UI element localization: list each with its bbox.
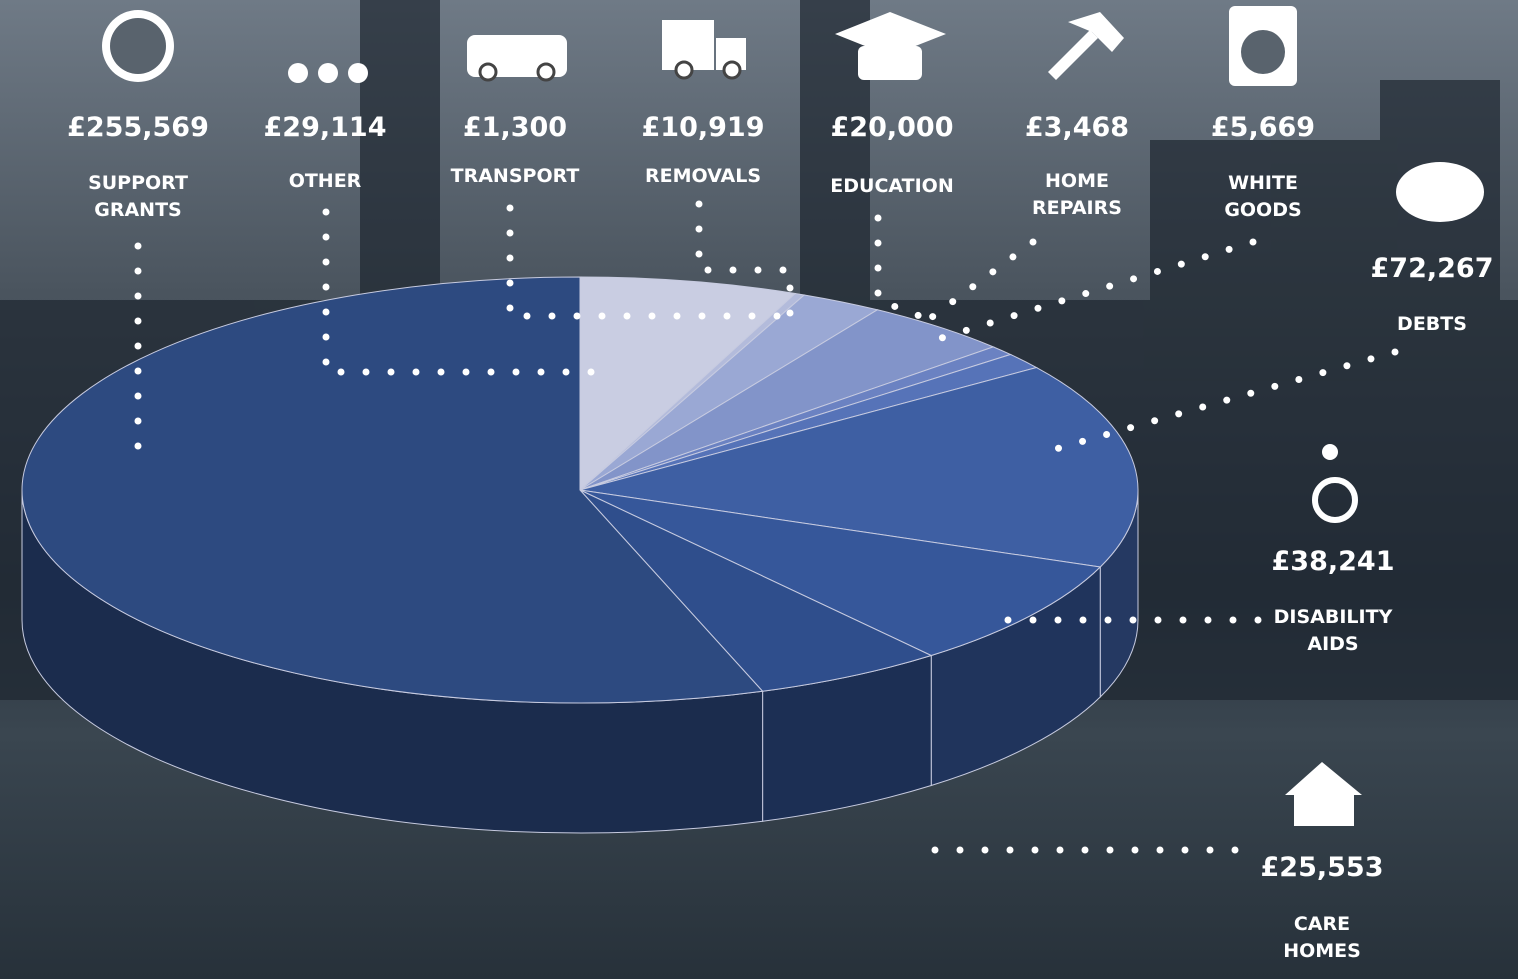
category-label: TRANSPORT xyxy=(450,165,580,187)
value-label: £25,553 xyxy=(1260,852,1384,883)
pie-slice xyxy=(21,276,764,704)
icon-hammer xyxy=(1048,30,1098,80)
icon-dot xyxy=(348,63,368,83)
icon-dot xyxy=(288,63,308,83)
value-label: £38,241 xyxy=(1271,546,1395,577)
pie-slice xyxy=(579,276,797,492)
icon-cap-base xyxy=(858,46,922,80)
value-label: £20,000 xyxy=(830,112,954,143)
pie xyxy=(21,276,1139,834)
leader-line xyxy=(931,238,1257,344)
icon-washer-door xyxy=(1241,30,1285,74)
value-label: £72,267 xyxy=(1370,253,1494,284)
pie-slice xyxy=(579,489,933,692)
value-label: £5,669 xyxy=(1210,112,1316,143)
value-label: £3,468 xyxy=(1024,112,1130,143)
leader-line xyxy=(322,208,608,376)
category-label: CARE HOMES xyxy=(1283,913,1361,962)
pie-slice xyxy=(579,489,1102,657)
value-label: £1,300 xyxy=(462,112,568,143)
icon-dot xyxy=(318,63,338,83)
value-label: £255,569 xyxy=(67,112,209,143)
category-label: DEBTS xyxy=(1397,313,1467,335)
category-label: REMOVALS xyxy=(644,165,762,187)
category-label: OTHER xyxy=(288,170,362,192)
pie-slice xyxy=(579,366,1139,568)
leader-line xyxy=(916,238,1037,330)
value-label: £29,114 xyxy=(263,112,387,143)
icon-house xyxy=(1285,762,1362,826)
category-label: DISABILITY AIDS xyxy=(1273,606,1393,655)
category-label: SUPPORT GRANTS xyxy=(88,172,188,221)
icon-wheelchair-wheel xyxy=(1312,477,1358,523)
icon-piggy xyxy=(1396,162,1484,222)
icon-wheel xyxy=(536,62,556,82)
leader-line xyxy=(874,214,934,324)
icon-hammer-head xyxy=(1068,12,1124,52)
icon-cap xyxy=(835,12,946,56)
icon-wheel xyxy=(674,60,694,80)
icon-wheelchair xyxy=(1322,444,1338,460)
icon-coin-inner xyxy=(110,18,166,74)
leaders xyxy=(134,200,1399,854)
category-label: HOME REPAIRS xyxy=(1032,170,1122,219)
icon-wheel xyxy=(478,62,498,82)
value-label: £10,919 xyxy=(641,112,765,143)
icon-wheel xyxy=(722,60,742,80)
category-label: EDUCATION xyxy=(830,175,954,197)
icons xyxy=(102,6,1484,826)
category-label: WHITE GOODS xyxy=(1224,172,1302,221)
